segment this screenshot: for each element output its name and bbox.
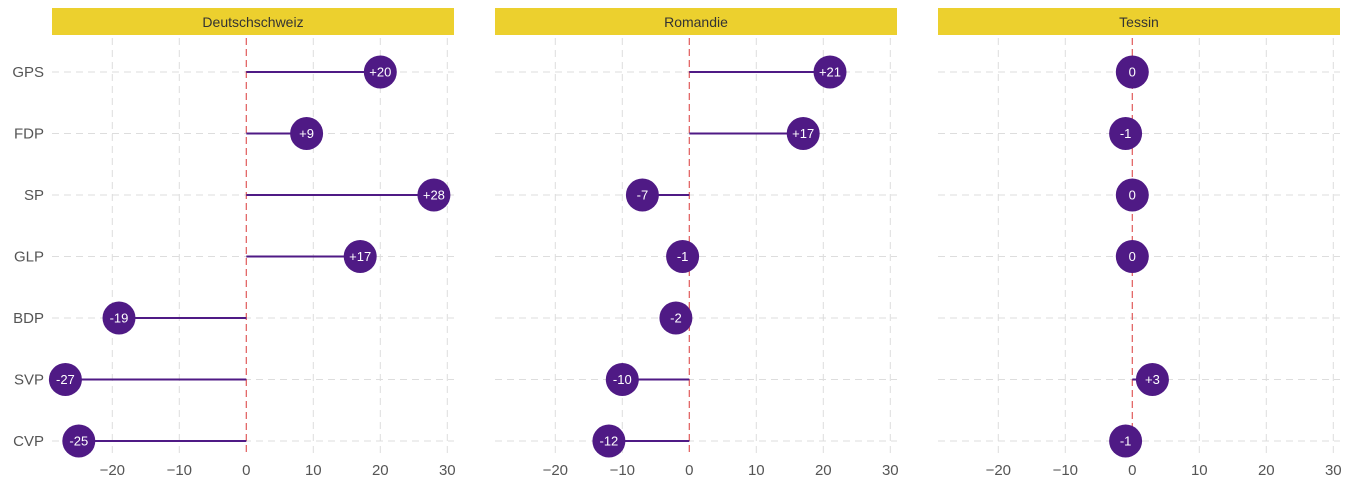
data-label: +9 xyxy=(299,126,314,141)
x-tick-label: −20 xyxy=(543,462,568,479)
lollipop-dot xyxy=(592,424,626,458)
lollipop-dot xyxy=(102,301,136,335)
panel-header xyxy=(52,8,454,35)
panel-title: Tessin xyxy=(1119,14,1159,30)
row-label-fdp: FDP xyxy=(14,126,44,143)
row-label-bdp: BDP xyxy=(13,310,44,327)
x-tick-label: 0 xyxy=(242,462,250,479)
panel-header xyxy=(938,8,1340,35)
x-tick-label: −20 xyxy=(100,462,125,479)
lollipop-dot xyxy=(666,240,700,273)
data-label: +3 xyxy=(1145,372,1160,387)
lollipop-dot xyxy=(1115,240,1149,273)
row-label-cvp: CVP xyxy=(13,433,44,450)
x-tick-label: 30 xyxy=(1325,462,1342,479)
panel-tessin: Tessin −20 −10 0 10 20 30 0 -1 0 0 +3 -1 xyxy=(938,8,1342,479)
data-label: +17 xyxy=(792,126,814,141)
row-label-svp: SVP xyxy=(14,372,44,389)
lollipop-dot xyxy=(1135,363,1169,396)
panel-title: Romandie xyxy=(664,14,728,30)
data-label: +17 xyxy=(349,249,371,264)
data-label: -19 xyxy=(110,311,129,326)
lollipop-dot xyxy=(417,178,451,212)
x-tick-label: 10 xyxy=(748,462,765,479)
x-tick-label: 20 xyxy=(815,462,832,479)
data-label: +20 xyxy=(369,65,391,80)
lollipop-dot xyxy=(786,117,820,150)
row-label-gps: GPS xyxy=(12,64,44,81)
data-label: -12 xyxy=(600,434,619,449)
data-label: -1 xyxy=(1120,126,1132,141)
x-tick-label: 20 xyxy=(1258,462,1275,479)
data-label: -7 xyxy=(637,188,649,203)
panel-romandie: Romandie −20 −10 0 10 20 30 +21 +17 -7 -1 -2 -10 -12 xyxy=(495,8,899,479)
data-label: 0 xyxy=(1129,65,1136,80)
lollipop-dot xyxy=(659,301,693,335)
panel-header xyxy=(495,8,897,35)
data-label: -25 xyxy=(69,434,88,449)
row-label-glp: GLP xyxy=(14,249,44,266)
lollipop-dot xyxy=(625,178,659,212)
x-tick-label: −20 xyxy=(986,462,1011,479)
lollipop-dot xyxy=(62,424,96,458)
panel-title: Deutschschweiz xyxy=(202,14,303,30)
data-label: 0 xyxy=(1129,249,1136,264)
data-label: -2 xyxy=(670,311,682,326)
lollipop-dot xyxy=(1109,117,1143,150)
x-tick-label: 0 xyxy=(1128,462,1136,479)
x-tick-label: −10 xyxy=(167,462,192,479)
lollipop-dot xyxy=(48,363,82,396)
lollipop-dot xyxy=(363,55,397,89)
data-label: -10 xyxy=(613,372,632,387)
lollipop-dot xyxy=(813,55,847,89)
lollipop-dot xyxy=(1115,55,1149,89)
row-label-sp: SP xyxy=(24,187,44,204)
data-label: +21 xyxy=(819,65,841,80)
x-tick-label: 30 xyxy=(882,462,899,479)
data-label: -1 xyxy=(1120,434,1132,449)
data-label: +28 xyxy=(423,188,445,203)
x-tick-label: 30 xyxy=(439,462,456,479)
lollipop-dot xyxy=(1109,424,1143,458)
x-tick-label: 0 xyxy=(685,462,693,479)
x-tick-label: 10 xyxy=(1191,462,1208,479)
x-tick-label: −10 xyxy=(1053,462,1078,479)
lollipop-dot xyxy=(343,240,377,273)
data-label: -27 xyxy=(56,372,75,387)
data-label: 0 xyxy=(1129,188,1136,203)
lollipop-dot xyxy=(1115,178,1149,212)
lollipop-dot xyxy=(605,363,639,396)
panel-deutschschweiz: Deutschschweiz −20 −10 0 10 20 30 +20 +9 +28 +17 -1… xyxy=(48,8,456,479)
lollipop-dot xyxy=(290,117,324,150)
data-label: -1 xyxy=(677,249,689,264)
x-tick-label: −10 xyxy=(610,462,635,479)
x-tick-label: 20 xyxy=(372,462,389,479)
x-tick-label: 10 xyxy=(305,462,322,479)
